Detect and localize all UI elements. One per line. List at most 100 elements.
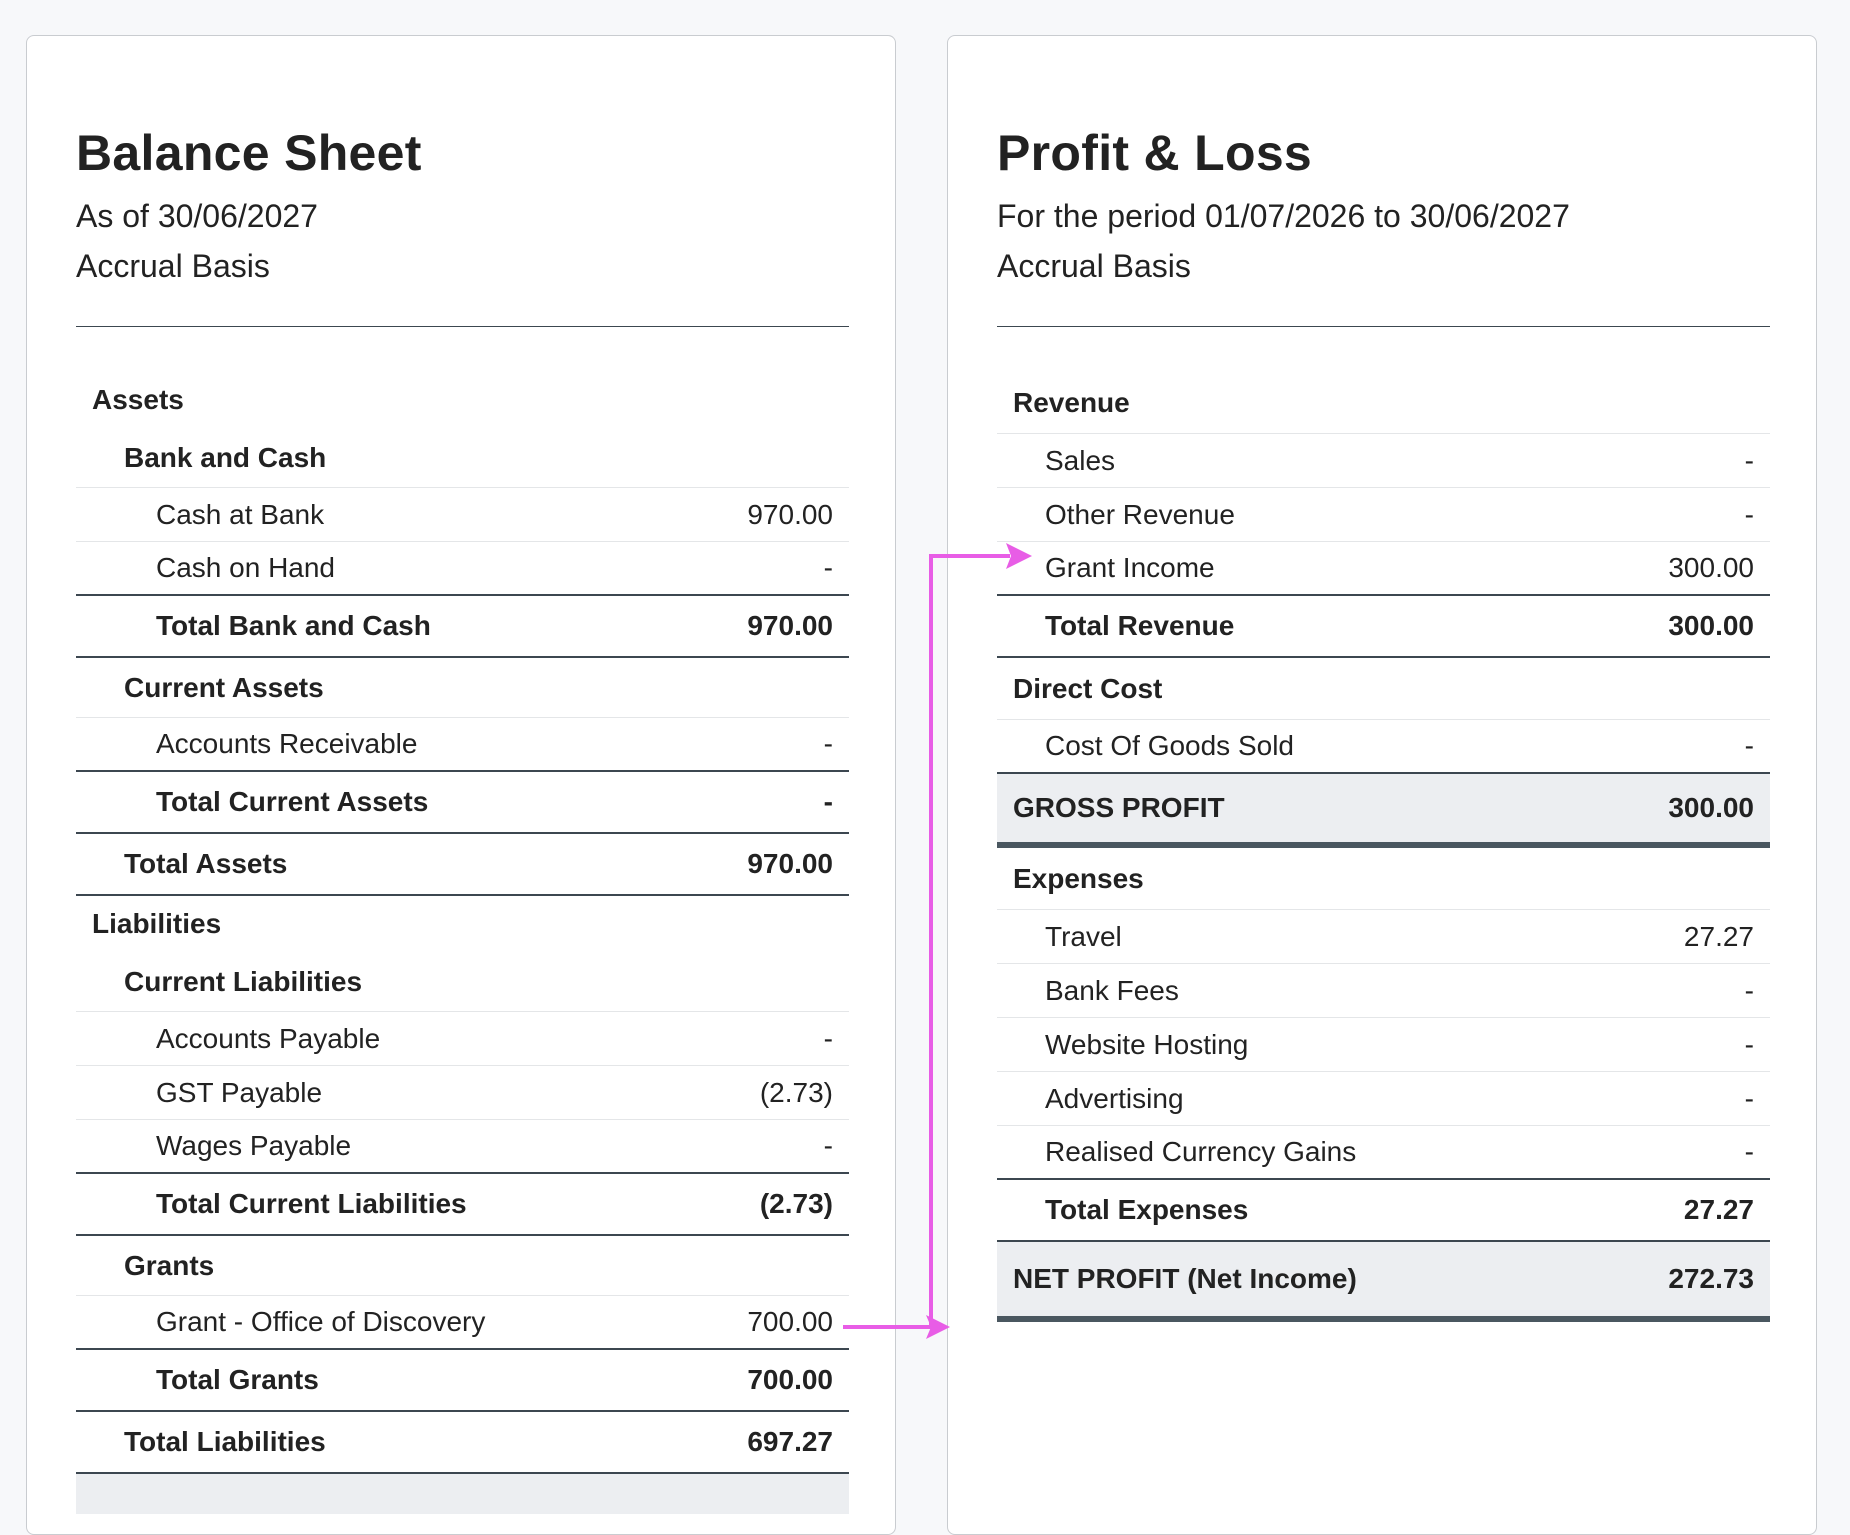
total-row-current-assets: Total Current Assets - [76,772,849,834]
gross-profit-row: GROSS PROFIT 300.00 [997,774,1770,848]
account-label: Website Hosting [1045,1028,1249,1060]
account-label: Sales [1045,444,1116,476]
account-value: (2.73) [759,1076,833,1108]
account-label: Accounts Receivable [156,728,418,759]
total-label: Total Revenue [1045,610,1235,641]
balance-sheet-date: As of 30/06/2027 [76,198,318,234]
gross-profit-value: 300.00 [1668,792,1754,823]
section-assets: Assets [76,372,849,428]
section-label: Assets [92,384,184,415]
account-value: - [1744,498,1754,530]
section-liabilities: Liabilities [76,896,849,952]
account-label: Wages Payable [156,1130,352,1161]
account-value: - [823,1022,833,1054]
profit-loss-panel: Profit & Loss For the period 01/07/2026 … [947,35,1817,1535]
group-current-assets: Current Assets [76,658,849,718]
account-label: Bank Fees [1045,974,1179,1006]
section-label: Direct Cost [1013,672,1163,704]
account-row-realised-currency-gains[interactable]: Realised Currency Gains - [997,1126,1770,1180]
total-value: 300.00 [1668,610,1754,641]
account-row-grant-office-of-discovery[interactable]: Grant - Office of Discovery 700.00 [76,1296,849,1350]
total-value: 697.27 [747,1426,833,1457]
account-value: 300.00 [1668,552,1754,583]
group-bank-and-cash: Bank and Cash [76,428,849,488]
profit-loss-period: For the period 01/07/2026 to 30/06/2027 [997,198,1570,234]
gross-profit-label: GROSS PROFIT [1013,792,1225,823]
profit-loss-title: Profit & Loss [997,125,1313,181]
section-label: Expenses [1013,862,1144,894]
account-label: Grant - Office of Discovery [156,1306,486,1337]
group-label: Current Assets [124,671,324,703]
account-row-website-hosting[interactable]: Website Hosting - [997,1018,1770,1072]
total-value: - [823,786,833,817]
total-label: Total Current Liabilities [156,1188,467,1219]
total-row-expenses: Total Expenses 27.27 [997,1180,1770,1242]
group-label: Current Liabilities [124,965,363,997]
account-row-gst-payable[interactable]: GST Payable (2.73) [76,1066,849,1120]
account-label: GST Payable [156,1076,323,1108]
group-grants: Grants [76,1236,849,1296]
balance-sheet-title: Balance Sheet [76,125,422,181]
section-expenses: Expenses [997,848,1770,910]
total-row-bank-and-cash: Total Bank and Cash 970.00 [76,596,849,658]
profit-loss-basis: Accrual Basis [997,248,1191,284]
account-row-cash-on-hand[interactable]: Cash on Hand - [76,542,849,596]
total-label: Total Current Assets [156,786,429,817]
total-value: 27.27 [1683,1194,1754,1225]
account-row-grant-income[interactable]: Grant Income 300.00 [997,542,1770,596]
net-profit-label: NET PROFIT (Net Income) [1013,1263,1357,1294]
total-row-revenue: Total Revenue 300.00 [997,596,1770,658]
account-value: 27.27 [1683,920,1754,952]
total-row-liabilities: Total Liabilities 697.27 [76,1412,849,1474]
total-row-grants: Total Grants 700.00 [76,1350,849,1412]
account-row-wages-payable[interactable]: Wages Payable - [76,1120,849,1174]
account-row-advertising[interactable]: Advertising - [997,1072,1770,1126]
section-label: Liabilities [92,908,222,939]
account-row-other-revenue[interactable]: Other Revenue - [997,488,1770,542]
account-row-cash-at-bank[interactable]: Cash at Bank 970.00 [76,488,849,542]
net-assets-band [76,1474,849,1514]
account-row-travel[interactable]: Travel 27.27 [997,910,1770,964]
account-value: - [823,728,833,759]
section-direct-cost: Direct Cost [997,658,1770,720]
total-value: 700.00 [747,1364,833,1395]
balance-sheet-panel: Balance Sheet As of 30/06/2027 Accrual B… [26,35,896,1535]
total-label: Total Grants [156,1364,319,1395]
net-profit-row: NET PROFIT (Net Income) 272.73 [997,1242,1770,1322]
total-label: Total Bank and Cash [156,610,431,641]
account-label: Travel [1045,920,1122,952]
account-value: - [1744,1082,1754,1114]
total-value: 970.00 [747,610,833,641]
account-row-cost-of-goods-sold[interactable]: Cost Of Goods Sold - [997,720,1770,774]
account-row-accounts-payable[interactable]: Accounts Payable - [76,1012,849,1066]
account-row-accounts-receivable[interactable]: Accounts Receivable - [76,718,849,772]
account-value: 700.00 [747,1306,833,1337]
balance-sheet-table: Assets Bank and Cash Cash at Bank 970.00… [76,372,849,1514]
account-value: - [1744,444,1754,476]
group-label: Bank and Cash [124,441,327,473]
balance-sheet-basis: Accrual Basis [76,248,270,284]
account-row-sales[interactable]: Sales - [997,434,1770,488]
profit-loss-table: Revenue Sales - Other Revenue - Grant In… [997,372,1770,1322]
total-label: Total Expenses [1045,1194,1249,1225]
account-value: - [823,552,833,583]
header-divider [76,326,849,327]
total-row-current-liabilities: Total Current Liabilities (2.73) [76,1174,849,1236]
account-label: Accounts Payable [156,1022,381,1054]
net-profit-value: 272.73 [1668,1263,1754,1294]
account-row-bank-fees[interactable]: Bank Fees - [997,964,1770,1018]
total-value: 970.00 [747,848,833,879]
total-value: (2.73) [759,1188,833,1219]
account-label: Cash on Hand [156,552,336,583]
account-label: Grant Income [1045,552,1215,583]
header-divider [997,326,1770,327]
account-value: - [1744,1136,1754,1167]
account-label: Realised Currency Gains [1045,1136,1357,1167]
section-revenue: Revenue [997,372,1770,434]
account-label: Cost Of Goods Sold [1045,730,1295,761]
total-row-assets: Total Assets 970.00 [76,834,849,896]
account-label: Other Revenue [1045,498,1235,530]
group-label: Grants [124,1249,215,1281]
account-value: - [1744,1028,1754,1060]
total-label: Total Liabilities [124,1426,326,1457]
